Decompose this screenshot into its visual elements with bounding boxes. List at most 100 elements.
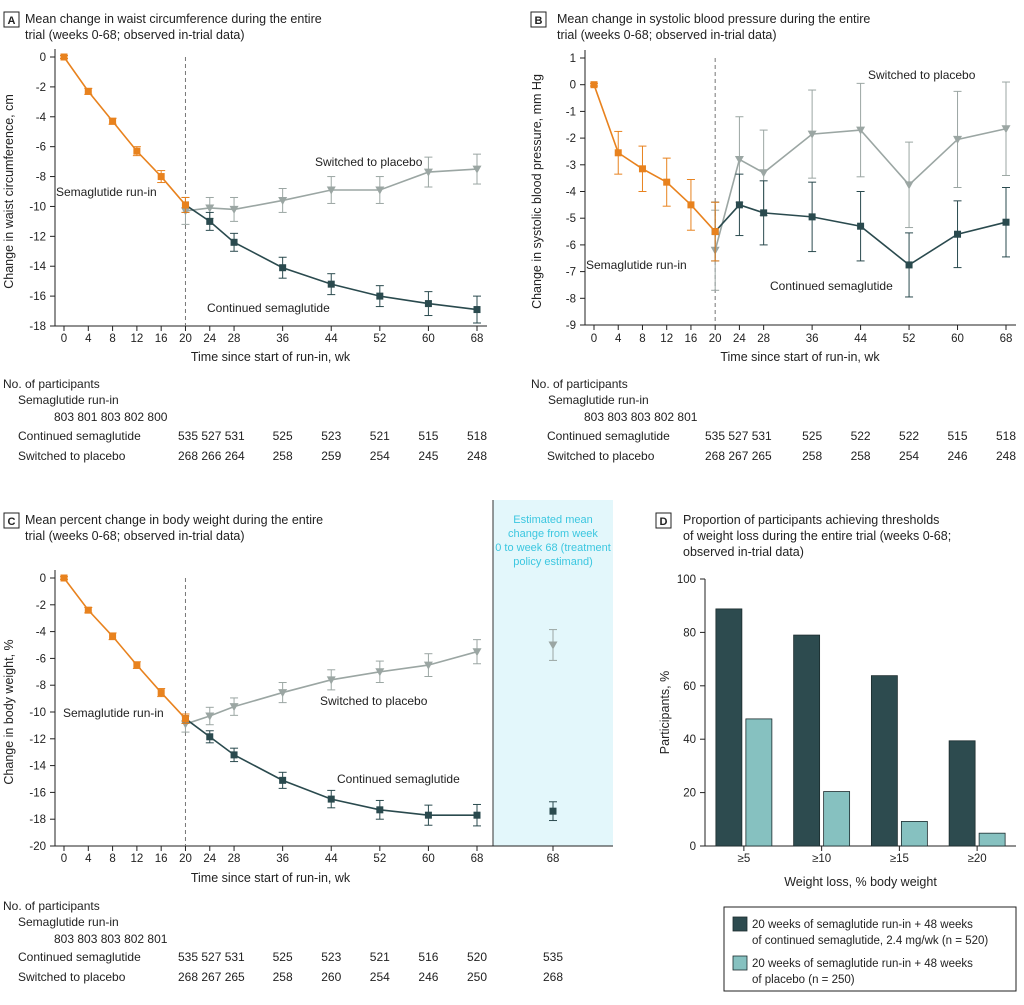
panel-a-participants-row-count: 515 xyxy=(418,429,438,443)
panel-a-x-tick-label: 60 xyxy=(422,333,435,345)
panel-b-y-tick-label: 0 xyxy=(570,80,576,92)
panel-a-annotation-continued: Continued semaglutide xyxy=(207,301,330,315)
panel-a-participants-row-count: 521 xyxy=(370,429,390,443)
panel-c-series-runin-point xyxy=(109,632,117,640)
panel-c-series-continued-point xyxy=(376,806,384,814)
panel-a-participants-heading: No. of participants xyxy=(3,377,100,391)
panel-a-x-tick-label: 44 xyxy=(325,333,338,345)
panel-a-series-placebo-point xyxy=(278,196,288,205)
panel-a-y-tick-label: -8 xyxy=(36,172,46,184)
panel-b-participants-row-count: 258 xyxy=(802,449,822,463)
panel-c-x-tick-label: 60 xyxy=(422,853,435,865)
panel-b-x-axis-title: Time since start of run-in, wk xyxy=(720,350,880,364)
panel-d-label: D xyxy=(660,516,668,528)
panel-c-y-axis-title: Change in body weight, % xyxy=(2,639,16,784)
panel-a-x-tick-label: 20 xyxy=(179,333,192,345)
panel-c-x-tick-label: 44 xyxy=(325,853,338,865)
panel-a-y-tick-label: -12 xyxy=(29,231,46,243)
panel-b-y-axis-title: Change in systolic blood pressure, mm Hg xyxy=(530,74,544,309)
panel-c-series-runin-point xyxy=(157,689,165,697)
panel-b-x-tick-label: 44 xyxy=(854,333,867,345)
panel-d-title-line3: observed in-trial data) xyxy=(683,545,804,559)
panel-d-y-tick-label: 0 xyxy=(690,841,696,853)
panel-d-legend-box xyxy=(723,906,1017,992)
panel-b-y-tick-label: -9 xyxy=(566,320,576,332)
panel-a-series-placebo-point xyxy=(229,205,239,214)
panel-c-estimand-placebo-point xyxy=(548,641,558,650)
panel-b-participants-row-label: Continued semaglutide xyxy=(547,429,670,443)
panel-c-participants-row-count: 525 xyxy=(273,950,293,964)
panel-c-y-tick-label: -14 xyxy=(29,761,46,773)
panel-d-bar-bar_placebo xyxy=(745,718,773,847)
panel-c-y-tick-label: -2 xyxy=(36,600,46,612)
panel-b-series-runin-point xyxy=(687,201,695,209)
panel-d-x-tick-label: ≥15 xyxy=(890,853,909,865)
panel-b-y-tick-label: -5 xyxy=(566,213,576,225)
panel-a-title-line2: trial (weeks 0-68; observed in-trial dat… xyxy=(25,28,245,42)
panel-b-series-runin-point xyxy=(663,178,671,186)
panel-b-participants-row-count: 246 xyxy=(948,449,968,463)
panel-b-y-tick-label: 1 xyxy=(570,53,576,65)
panel-b-x-tick-label: 52 xyxy=(903,333,916,345)
panel-c-x-tick-label: 52 xyxy=(373,853,386,865)
panel-b-participants-runin-label: Semaglutide run-in xyxy=(548,393,649,407)
panel-c-participants-row-estimand-count: 535 xyxy=(543,950,563,964)
panel-c-x-axis-title: Time since start of run-in, wk xyxy=(191,871,351,885)
panel-a-series-runin-point xyxy=(133,147,141,155)
panel-b-participants-row-count: 522 xyxy=(851,429,871,443)
panel-c-series-placebo-point xyxy=(375,668,385,677)
panel-b-y-tick-label: -4 xyxy=(566,187,577,199)
panel-d-chart: Proportion of participants achieving thr… xyxy=(658,513,1017,992)
panel-b-y-tick-label: -8 xyxy=(566,293,576,305)
panel-c-series-continued-point xyxy=(473,811,481,819)
panel-a-series-placebo-line xyxy=(185,168,478,212)
panel-d-bar-bar_continued xyxy=(870,675,898,847)
panel-b-x-tick-label: 4 xyxy=(615,333,622,345)
panel-a-series-runin-point xyxy=(157,173,165,181)
panel-a-series-placebo-point xyxy=(326,186,336,195)
panel-d-x-axis-title: Weight loss, % body weight xyxy=(784,875,937,889)
panel-c-x-tick-label: 16 xyxy=(155,853,168,865)
panel-b-series-continued-point xyxy=(857,222,865,230)
panel-b-label-box xyxy=(530,11,547,28)
panel-b-series-placebo-point xyxy=(734,155,744,164)
panel-c-series-continued-point xyxy=(424,811,432,819)
panel-d-y-tick-label: 40 xyxy=(683,734,696,746)
panel-d-legend-entry-bar_placebo: 20 weeks of semaglutide run-in + 48 week… xyxy=(752,958,973,970)
panel-c-participants-row-count: 521 xyxy=(370,950,390,964)
panel-b-x-tick-label: 0 xyxy=(591,333,597,345)
panel-c-series-placebo-point xyxy=(326,676,336,685)
panel-c-estimand-continued-point xyxy=(549,807,557,815)
panel-c-series-placebo-point xyxy=(229,703,239,712)
panel-b-participants-heading: No. of participants xyxy=(531,377,628,391)
panel-c-annotation-continued: Continued semaglutide xyxy=(337,772,460,786)
panel-b-x-tick-label: 68 xyxy=(1000,333,1013,345)
panel-b-series-placebo-point xyxy=(953,135,963,144)
panel-b-annotation-runin: Semaglutide run-in xyxy=(586,258,687,272)
panel-c-series-placebo-point xyxy=(278,689,288,698)
panel-c-x-tick-label: 4 xyxy=(85,853,92,865)
panel-a-series-continued-point xyxy=(376,292,384,300)
panel-c-estimand-label-line: 0 to week 68 (treatment xyxy=(495,542,611,554)
panel-a-series-placebo-point xyxy=(472,165,482,174)
panel-c-x-tick-label: 8 xyxy=(109,853,115,865)
panel-a-x-tick-label: 16 xyxy=(155,333,168,345)
panel-b-y-tick-label: -1 xyxy=(566,106,576,118)
panel-a-participants-row-count: 258 xyxy=(273,449,293,463)
panel-a-series-runin-point xyxy=(181,201,189,209)
panel-c-series-placebo-point xyxy=(472,648,482,657)
panel-c-participants-row-first: 535 527 531 xyxy=(178,950,245,964)
panel-c-participants-row-label: Continued semaglutide xyxy=(18,950,141,964)
panel-a-participants-runin-label: Semaglutide run-in xyxy=(18,393,119,407)
panel-c-participants-row-first: 268 267 265 xyxy=(178,970,245,984)
panel-b-participants-row-count: 515 xyxy=(948,429,968,443)
panel-c-label-box xyxy=(3,512,20,529)
panel-c-series-placebo-point xyxy=(180,720,190,729)
panel-c-estimand-label-line: Estimated mean xyxy=(513,514,592,526)
panel-a-x-tick-label: 4 xyxy=(85,333,92,345)
panel-a-x-tick-label: 28 xyxy=(228,333,241,345)
panel-d-x-tick-label: ≥10 xyxy=(812,853,831,865)
panel-c-y-tick-label: -6 xyxy=(36,653,46,665)
panel-b-participants-row-count: 518 xyxy=(996,429,1016,443)
panel-a-series-continued-line xyxy=(185,204,478,311)
